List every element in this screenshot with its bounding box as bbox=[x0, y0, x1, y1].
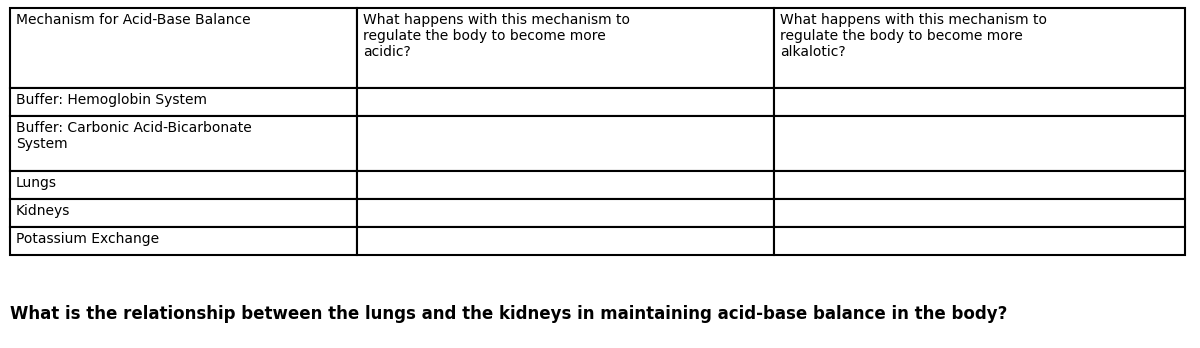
Bar bbox=[774, 88, 1186, 116]
Text: What is the relationship between the lungs and the kidneys in maintaining acid-b: What is the relationship between the lun… bbox=[10, 305, 1007, 323]
Bar bbox=[10, 116, 356, 171]
Bar bbox=[10, 8, 356, 88]
Bar bbox=[774, 199, 1186, 227]
Bar bbox=[356, 88, 774, 116]
Text: Mechanism for Acid-Base Balance: Mechanism for Acid-Base Balance bbox=[16, 13, 251, 27]
Bar bbox=[774, 8, 1186, 88]
Bar bbox=[356, 171, 774, 199]
Text: Buffer: Hemoglobin System: Buffer: Hemoglobin System bbox=[16, 93, 208, 107]
Bar bbox=[356, 199, 774, 227]
Bar bbox=[10, 199, 356, 227]
Text: Buffer: Carbonic Acid-Bicarbonate
System: Buffer: Carbonic Acid-Bicarbonate System bbox=[16, 121, 252, 151]
Bar bbox=[10, 171, 356, 199]
Bar bbox=[10, 88, 356, 116]
Bar bbox=[774, 227, 1186, 255]
Text: What happens with this mechanism to
regulate the body to become more
acidic?: What happens with this mechanism to regu… bbox=[362, 13, 630, 60]
Text: Potassium Exchange: Potassium Exchange bbox=[16, 232, 160, 246]
Bar bbox=[10, 227, 356, 255]
Text: Lungs: Lungs bbox=[16, 176, 58, 190]
Text: Kidneys: Kidneys bbox=[16, 204, 71, 218]
Bar bbox=[356, 116, 774, 171]
Bar bbox=[774, 116, 1186, 171]
Bar bbox=[356, 8, 774, 88]
Bar bbox=[356, 227, 774, 255]
Bar bbox=[774, 171, 1186, 199]
Text: What happens with this mechanism to
regulate the body to become more
alkalotic?: What happens with this mechanism to regu… bbox=[780, 13, 1046, 60]
